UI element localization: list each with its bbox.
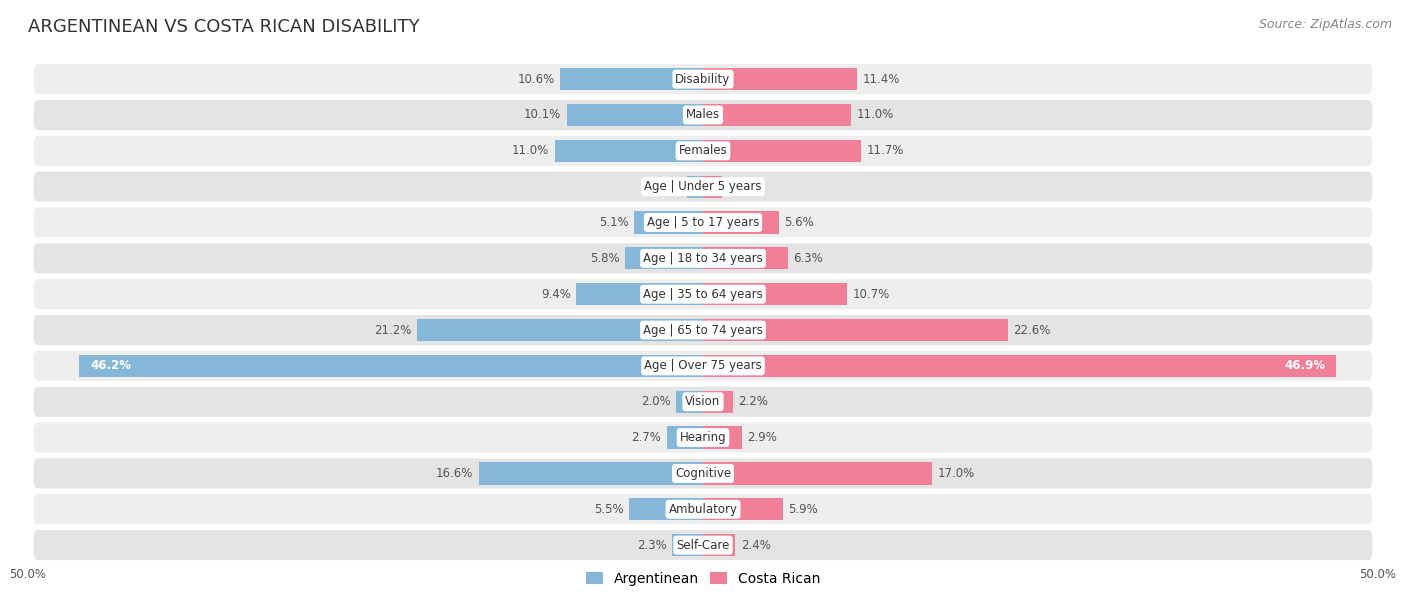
FancyBboxPatch shape <box>34 171 1372 202</box>
Text: 6.3%: 6.3% <box>793 252 823 265</box>
Text: Source: ZipAtlas.com: Source: ZipAtlas.com <box>1258 18 1392 31</box>
Text: 5.5%: 5.5% <box>593 503 623 516</box>
Text: 16.6%: 16.6% <box>436 467 474 480</box>
FancyBboxPatch shape <box>34 64 1372 94</box>
Bar <box>560 68 703 90</box>
Text: Self-Care: Self-Care <box>676 539 730 551</box>
Text: Disability: Disability <box>675 73 731 86</box>
Bar <box>479 462 703 485</box>
Text: Hearing: Hearing <box>679 431 727 444</box>
FancyBboxPatch shape <box>34 458 1372 488</box>
Text: 10.6%: 10.6% <box>517 73 554 86</box>
Bar <box>666 427 703 449</box>
FancyBboxPatch shape <box>34 387 1372 417</box>
Bar <box>676 390 703 413</box>
Bar <box>703 140 860 162</box>
Text: 10.7%: 10.7% <box>853 288 890 300</box>
FancyBboxPatch shape <box>34 351 1372 381</box>
Bar <box>703 247 787 269</box>
Bar <box>634 211 703 234</box>
Text: 2.9%: 2.9% <box>748 431 778 444</box>
Text: Vision: Vision <box>685 395 721 408</box>
Text: 1.4%: 1.4% <box>727 180 758 193</box>
Bar <box>703 498 783 520</box>
Text: 11.0%: 11.0% <box>856 108 894 121</box>
Bar <box>703 427 742 449</box>
Text: 21.2%: 21.2% <box>374 324 412 337</box>
Bar <box>703 104 852 126</box>
Text: 9.4%: 9.4% <box>541 288 571 300</box>
Text: 2.2%: 2.2% <box>738 395 768 408</box>
Text: 46.2%: 46.2% <box>90 359 131 372</box>
Text: 5.1%: 5.1% <box>599 216 628 229</box>
Bar <box>703 68 856 90</box>
FancyBboxPatch shape <box>34 100 1372 130</box>
Text: 5.6%: 5.6% <box>785 216 814 229</box>
FancyBboxPatch shape <box>34 136 1372 166</box>
Bar <box>628 498 703 520</box>
FancyBboxPatch shape <box>34 279 1372 309</box>
Text: ARGENTINEAN VS COSTA RICAN DISABILITY: ARGENTINEAN VS COSTA RICAN DISABILITY <box>28 18 420 36</box>
Bar <box>703 390 733 413</box>
Text: 11.7%: 11.7% <box>866 144 904 157</box>
FancyBboxPatch shape <box>34 494 1372 524</box>
Bar <box>686 176 703 198</box>
Bar <box>416 319 703 341</box>
FancyBboxPatch shape <box>34 530 1372 560</box>
Bar <box>672 534 703 556</box>
Bar <box>703 319 1008 341</box>
Text: Age | 35 to 64 years: Age | 35 to 64 years <box>643 288 763 300</box>
Bar <box>624 247 703 269</box>
Bar <box>79 355 703 377</box>
Bar <box>703 283 848 305</box>
Text: Males: Males <box>686 108 720 121</box>
Text: 2.7%: 2.7% <box>631 431 661 444</box>
Text: Age | Under 5 years: Age | Under 5 years <box>644 180 762 193</box>
Text: 2.0%: 2.0% <box>641 395 671 408</box>
Bar <box>567 104 703 126</box>
Bar <box>703 534 735 556</box>
FancyBboxPatch shape <box>34 207 1372 237</box>
Bar <box>703 211 779 234</box>
Text: 11.0%: 11.0% <box>512 144 550 157</box>
Text: Females: Females <box>679 144 727 157</box>
Bar <box>703 176 721 198</box>
Bar <box>554 140 703 162</box>
Legend: Argentinean, Costa Rican: Argentinean, Costa Rican <box>581 566 825 591</box>
Text: Age | 5 to 17 years: Age | 5 to 17 years <box>647 216 759 229</box>
Text: 1.2%: 1.2% <box>651 180 682 193</box>
Text: 2.4%: 2.4% <box>741 539 770 551</box>
FancyBboxPatch shape <box>34 244 1372 274</box>
Text: Cognitive: Cognitive <box>675 467 731 480</box>
Bar <box>576 283 703 305</box>
FancyBboxPatch shape <box>34 422 1372 453</box>
Text: Age | Over 75 years: Age | Over 75 years <box>644 359 762 372</box>
Text: 2.3%: 2.3% <box>637 539 666 551</box>
Bar <box>703 355 1336 377</box>
Text: 5.8%: 5.8% <box>589 252 619 265</box>
Text: Age | 65 to 74 years: Age | 65 to 74 years <box>643 324 763 337</box>
Text: 11.4%: 11.4% <box>862 73 900 86</box>
Text: 46.9%: 46.9% <box>1284 359 1326 372</box>
Text: 10.1%: 10.1% <box>524 108 561 121</box>
Text: Age | 18 to 34 years: Age | 18 to 34 years <box>643 252 763 265</box>
Text: 22.6%: 22.6% <box>1014 324 1050 337</box>
FancyBboxPatch shape <box>34 315 1372 345</box>
Bar <box>703 462 932 485</box>
Text: Ambulatory: Ambulatory <box>668 503 738 516</box>
Text: 17.0%: 17.0% <box>938 467 976 480</box>
Text: 5.9%: 5.9% <box>787 503 818 516</box>
